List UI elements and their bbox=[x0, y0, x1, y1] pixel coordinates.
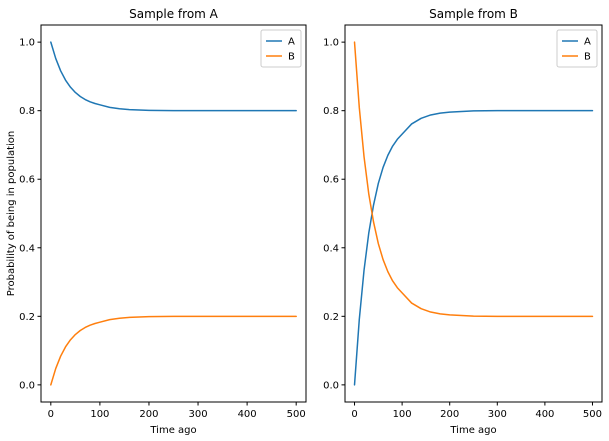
y-tick-label: 0.6 bbox=[19, 175, 35, 186]
series-line-b bbox=[353, 41, 594, 318]
legend: AB bbox=[556, 29, 598, 68]
y-tick-label: 0.2 bbox=[323, 312, 339, 323]
legend: AB bbox=[260, 29, 302, 68]
y-tick-label: 0.8 bbox=[323, 106, 339, 117]
x-tick-label: 200 bbox=[440, 409, 459, 420]
axes-frame bbox=[344, 24, 603, 403]
x-tick-label: 300 bbox=[188, 409, 207, 420]
chart-title: Sample from B bbox=[429, 7, 518, 21]
x-tick-label: 400 bbox=[238, 409, 257, 420]
legend-label-a: A bbox=[288, 37, 295, 48]
y-tick-label: 0.0 bbox=[19, 380, 35, 391]
y-tick-label: 0.4 bbox=[323, 243, 339, 254]
y-tick-label: 0.6 bbox=[323, 175, 339, 186]
x-tick-label: 200 bbox=[139, 409, 158, 420]
series-line-a bbox=[353, 109, 594, 386]
chart-title: Sample from A bbox=[129, 7, 219, 21]
panel-sample-from-a: 0 100 200 300 400 500 0.0 0.2 0.4 0.6 0.8 1.0 Sample… bbox=[6, 7, 307, 436]
y-tick-label: 1.0 bbox=[19, 38, 35, 49]
y-tick-label: 0.2 bbox=[19, 312, 35, 323]
legend-label-b: B bbox=[584, 52, 591, 63]
legend-label-a: A bbox=[584, 37, 591, 48]
x-tick-label: 0 bbox=[48, 409, 54, 420]
x-axis-label: Time ago bbox=[449, 425, 496, 436]
y-tick-label: 0.0 bbox=[323, 380, 339, 391]
x-tick-label: 500 bbox=[287, 409, 306, 420]
legend-box bbox=[556, 29, 598, 68]
series-line-b bbox=[50, 315, 297, 386]
x-axis-label: Time ago bbox=[149, 425, 196, 436]
y-tick-label: 1.0 bbox=[323, 38, 339, 49]
x-tick-label: 500 bbox=[583, 409, 602, 420]
y-tick-label: 0.4 bbox=[19, 243, 35, 254]
x-tick-label: 400 bbox=[535, 409, 554, 420]
legend-label-b: B bbox=[288, 52, 295, 63]
x-tick-label: 100 bbox=[393, 409, 412, 420]
axes-frame bbox=[40, 24, 307, 403]
series-line-a bbox=[50, 41, 297, 112]
x-tick-label: 0 bbox=[351, 409, 357, 420]
x-tick-label: 100 bbox=[90, 409, 109, 420]
y-tick-label: 0.8 bbox=[19, 106, 35, 117]
panel-sample-from-b: 0 100 200 300 400 500 0.0 0.2 0.4 0.6 0.8 1.0 Sample… bbox=[323, 7, 603, 436]
y-axis-label: Probability of being in population bbox=[6, 131, 17, 297]
legend-box bbox=[260, 29, 302, 68]
x-tick-label: 300 bbox=[488, 409, 507, 420]
